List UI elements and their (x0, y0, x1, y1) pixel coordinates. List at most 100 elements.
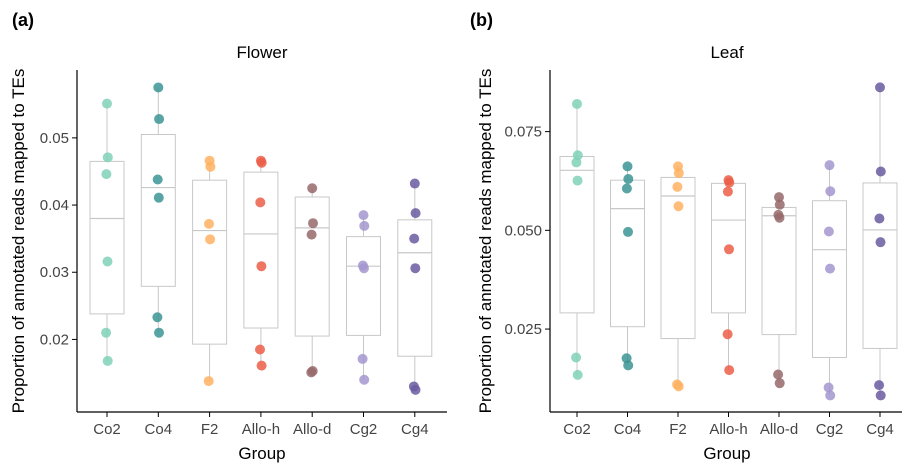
data-point-allo-d (308, 218, 318, 229)
x-tick-label: Co2 (563, 421, 591, 438)
data-point-allo-h (255, 344, 265, 355)
data-point-allo-d (307, 183, 318, 194)
data-point-cg2 (825, 263, 835, 274)
y-tick-label: 0.050 (504, 222, 542, 239)
x-tick-label: Allo-d (293, 421, 331, 438)
box-allo-d (294, 196, 330, 337)
data-point-cg2 (358, 210, 369, 221)
box-cg4 (862, 182, 898, 349)
data-point-cg2 (357, 353, 368, 364)
data-point-co4 (153, 192, 164, 203)
x-tick-label: Co4 (145, 421, 173, 438)
box-co2 (89, 160, 125, 315)
chart-title: Flower (236, 43, 287, 62)
data-point-co4 (623, 173, 634, 184)
x-tick-label: Cg2 (350, 421, 378, 438)
data-point-f2 (672, 181, 683, 192)
box-allo-h (243, 171, 279, 329)
data-point-cg2 (359, 374, 370, 385)
data-point-f2 (203, 376, 214, 387)
data-point-co4 (153, 82, 164, 93)
data-point-f2 (204, 218, 214, 229)
y-tick-label: 0.02 (40, 331, 69, 348)
data-point-co2 (571, 352, 582, 363)
x-tick-label: F2 (201, 421, 219, 438)
data-point-co2 (571, 157, 582, 168)
panel-leaf: (b) Leaf Group Proportion of annotated r… (470, 10, 902, 463)
data-point-co4 (623, 360, 634, 371)
data-point-co2 (101, 327, 112, 338)
data-point-allo-h (722, 186, 733, 197)
data-point-allo-d (774, 212, 785, 223)
data-point-cg2 (825, 390, 836, 401)
data-point-allo-h (256, 157, 267, 168)
data-point-co4 (623, 226, 633, 237)
box-cg4 (397, 219, 433, 357)
data-point-cg4 (410, 384, 421, 395)
data-point-co2 (102, 355, 113, 366)
panel-flower: (a) Flower Group Proportion of annotated… (9, 10, 447, 463)
data-point-f2 (673, 201, 684, 212)
data-point-co2 (102, 152, 113, 163)
panel-label: (b) (470, 10, 493, 30)
data-point-cg4 (874, 213, 885, 224)
y-tick-label: 0.025 (504, 321, 542, 338)
data-point-co4 (621, 183, 632, 194)
data-point-allo-d (306, 229, 317, 240)
panel-label: (a) (12, 10, 34, 30)
plot-area: 0.025 0.050 0.075 Co2 Co4 F2 Allo-h Allo-d Cg2 Cg… (504, 82, 898, 438)
x-tick-label: Cg2 (816, 421, 844, 438)
data-point-f2 (205, 161, 216, 172)
data-point-co4 (152, 312, 163, 323)
data-point-cg4 (409, 233, 420, 244)
x-tick-label: Co2 (93, 421, 121, 438)
x-tick-label: Allo-d (760, 421, 798, 438)
data-point-co2 (572, 175, 583, 186)
chart-title: Leaf (710, 43, 743, 62)
data-point-co4 (622, 161, 633, 172)
data-point-f2 (673, 381, 684, 392)
x-axis-label: Group (703, 444, 750, 463)
box-cg2 (812, 200, 847, 359)
data-point-cg2 (825, 186, 836, 197)
y-tick-label: 0.04 (40, 197, 69, 214)
data-point-allo-d (774, 192, 784, 203)
x-tick-label: Cg4 (401, 421, 429, 438)
data-point-allo-h (722, 329, 733, 340)
box-co4 (140, 134, 176, 287)
data-point-cg4 (875, 82, 885, 93)
data-point-cg2 (359, 220, 370, 231)
data-point-allo-d (306, 367, 317, 378)
data-point-co2 (572, 98, 582, 109)
data-point-allo-d (773, 369, 784, 380)
data-point-allo-d (774, 199, 785, 210)
data-point-cg4 (410, 263, 421, 274)
data-point-f2 (673, 168, 684, 179)
data-point-co2 (101, 169, 112, 180)
data-point-allo-h (724, 177, 735, 188)
data-point-allo-d (774, 378, 785, 389)
data-point-co4 (154, 114, 165, 125)
data-point-co2 (102, 98, 112, 109)
data-point-co4 (152, 174, 163, 185)
x-tick-label: F2 (669, 421, 687, 438)
box-cg2 (346, 236, 381, 336)
box-allo-d (761, 206, 797, 336)
x-tick-label: Co4 (614, 421, 642, 438)
data-point-allo-h (724, 244, 734, 255)
box-f2 (192, 179, 228, 345)
y-tick-label: 0.075 (504, 124, 542, 141)
data-point-co2 (102, 256, 113, 267)
y-tick-label: 0.03 (40, 264, 69, 281)
y-axis-label: Proportion of annotated reads mapped to … (9, 69, 28, 414)
data-point-cg2 (823, 226, 834, 237)
data-point-allo-h (255, 197, 266, 208)
data-point-allo-h (256, 360, 267, 371)
x-tick-label: Allo-h (709, 421, 747, 438)
data-point-cg4 (875, 166, 886, 177)
data-point-cg4 (410, 208, 421, 219)
data-point-cg2 (823, 382, 834, 393)
data-point-allo-h (724, 365, 735, 376)
data-point-co4 (154, 327, 164, 338)
